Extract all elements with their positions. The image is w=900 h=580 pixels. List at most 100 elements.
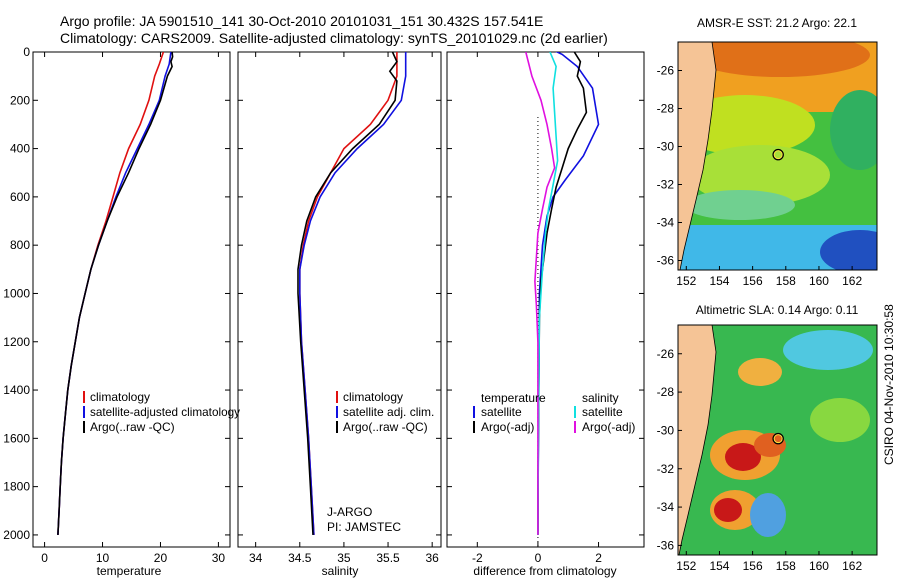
series-line-argo-raw-qc- [57, 52, 174, 535]
temperature-legend: climatology satellite-adjusted climatolo… [83, 390, 240, 434]
ytick-label: 1800 [3, 480, 30, 494]
map-xtick-label: 162 [842, 559, 862, 573]
sla-map-title: Altimetric SLA: 0.14 Argo: 0.11 [696, 303, 859, 317]
sla-south-core [714, 498, 742, 522]
map-ytick-label: -30 [657, 423, 675, 437]
series-line-argo-raw-qc- [297, 52, 398, 535]
map-ytick-label: -36 [657, 538, 675, 552]
map-xtick-label: 152 [676, 274, 696, 288]
series-line-climatology [57, 52, 165, 535]
ytick-label: 1400 [3, 383, 30, 397]
header-line-1: Argo profile: JA 5901510_141 30-Oct-2010… [60, 13, 543, 29]
xtick-label: 0 [41, 551, 48, 565]
sst-teal-band [685, 190, 795, 220]
sla-warm-lobe [754, 433, 786, 457]
xtick-label: 34.5 [288, 551, 312, 565]
ytick-label: 1200 [3, 335, 30, 349]
ytick-label: 800 [10, 238, 30, 252]
sla-map-frame [677, 324, 878, 556]
sla-eddy-north [738, 358, 782, 386]
map-xtick-label: 160 [809, 274, 829, 288]
difference-legend: temperature satellite Argo(-adj) salinit… [473, 391, 635, 434]
annotation-j-argo: J-ARGO [327, 505, 372, 519]
ytick-label: 600 [10, 190, 30, 204]
temperature-xlabel: temperature [97, 564, 162, 578]
difference-axes [446, 51, 645, 548]
sla-cool-north [783, 330, 873, 370]
map-xtick-label: 156 [743, 274, 763, 288]
legend-satellite-adjusted: satellite-adjusted climatology [90, 405, 240, 419]
legend-temp-argo: Argo(-adj) [481, 420, 534, 434]
temperature-curves [57, 52, 174, 535]
ytick-label: 2000 [3, 528, 30, 542]
sla-yellowgreen [810, 398, 870, 442]
annotation-pi: PI: JAMSTEC [327, 520, 401, 534]
map-xtick-label: 160 [809, 559, 829, 573]
salinity-xlabel: salinity [322, 564, 359, 578]
sst-green-east [830, 90, 877, 170]
legend-argo-raw: Argo(..raw -QC) [343, 420, 428, 434]
sla-field [678, 325, 873, 555]
legend-temperature-heading: temperature [481, 391, 546, 405]
legend-salinity-heading: salinity [582, 391, 619, 405]
series-line-temperature-argo-adj- [537, 52, 588, 535]
ytick-label: 400 [10, 142, 30, 156]
ytick-label: 1000 [3, 286, 30, 300]
ytick-label: 200 [10, 93, 30, 107]
salinity-legend: climatology satellite adj. clim. Argo(..… [327, 390, 434, 534]
argo-location-marker [772, 148, 784, 161]
map-ytick-label: -32 [657, 462, 675, 476]
credit-timestamp: CSIRO 04-Nov-2010 10:30:58 [882, 304, 896, 465]
xtick-label: 36 [425, 551, 439, 565]
xtick-label: 2 [595, 551, 602, 565]
xtick-label: 30 [212, 551, 226, 565]
sla-cold-eddy [750, 493, 786, 537]
sst-heatmap [677, 41, 878, 271]
map-ytick-label: -36 [657, 254, 675, 268]
legend-argo-raw: Argo(..raw -QC) [90, 420, 175, 434]
argo-location-marker-inner [773, 150, 783, 160]
sla-heatmap [677, 324, 878, 556]
series-line-satellite-adj-clim- [298, 52, 407, 535]
sst-warm-core [690, 42, 870, 77]
xtick-label: 20 [154, 551, 168, 565]
map-ytick-label: -26 [657, 347, 675, 361]
map-ytick-label: -32 [657, 178, 675, 192]
xtick-label: 35 [337, 551, 351, 565]
map-ytick-label: -34 [657, 500, 675, 514]
sst-field [678, 42, 877, 270]
series-line-salinity-argo-adj- [525, 52, 556, 535]
ytick-label: 0 [23, 45, 30, 59]
map-xtick-label: 154 [709, 559, 729, 573]
sst-map-title: AMSR-E SST: 21.2 Argo: 22.1 [697, 16, 857, 30]
legend-climatology: climatology [90, 390, 150, 404]
series-line-temperature-satellite [537, 52, 600, 535]
map-xtick-label: 158 [776, 274, 796, 288]
xtick-label: 34 [249, 551, 263, 565]
map-xtick-label: 156 [743, 559, 763, 573]
series-line-climatology [298, 52, 398, 535]
xtick-label: 0 [535, 551, 542, 565]
map-xtick-label: 162 [842, 274, 862, 288]
sst-light-band [690, 145, 830, 205]
map-xtick-label: 154 [709, 274, 729, 288]
difference-xlabel: difference from climatology [473, 564, 616, 578]
sst-cold-core [820, 230, 877, 270]
header-line-2: Climatology: CARS2009. Satellite-adjuste… [60, 30, 608, 46]
map-xtick-label: 152 [676, 559, 696, 573]
map-ytick-label: -28 [657, 385, 675, 399]
ytick-label: 1600 [3, 431, 30, 445]
map-xtick-label: 158 [776, 559, 796, 573]
legend-sal-satellite: satellite [582, 405, 623, 419]
argo-location-marker [772, 432, 784, 445]
salinity-curves [297, 52, 407, 535]
sst-map-frame [677, 41, 878, 271]
difference-curves [525, 52, 600, 547]
legend-satellite-adj: satellite adj. clim. [343, 405, 434, 419]
sst-land [678, 42, 717, 270]
salinity-axes [237, 51, 442, 548]
xtick-label: 10 [96, 551, 110, 565]
legend-sal-argo: Argo(-adj) [582, 420, 635, 434]
